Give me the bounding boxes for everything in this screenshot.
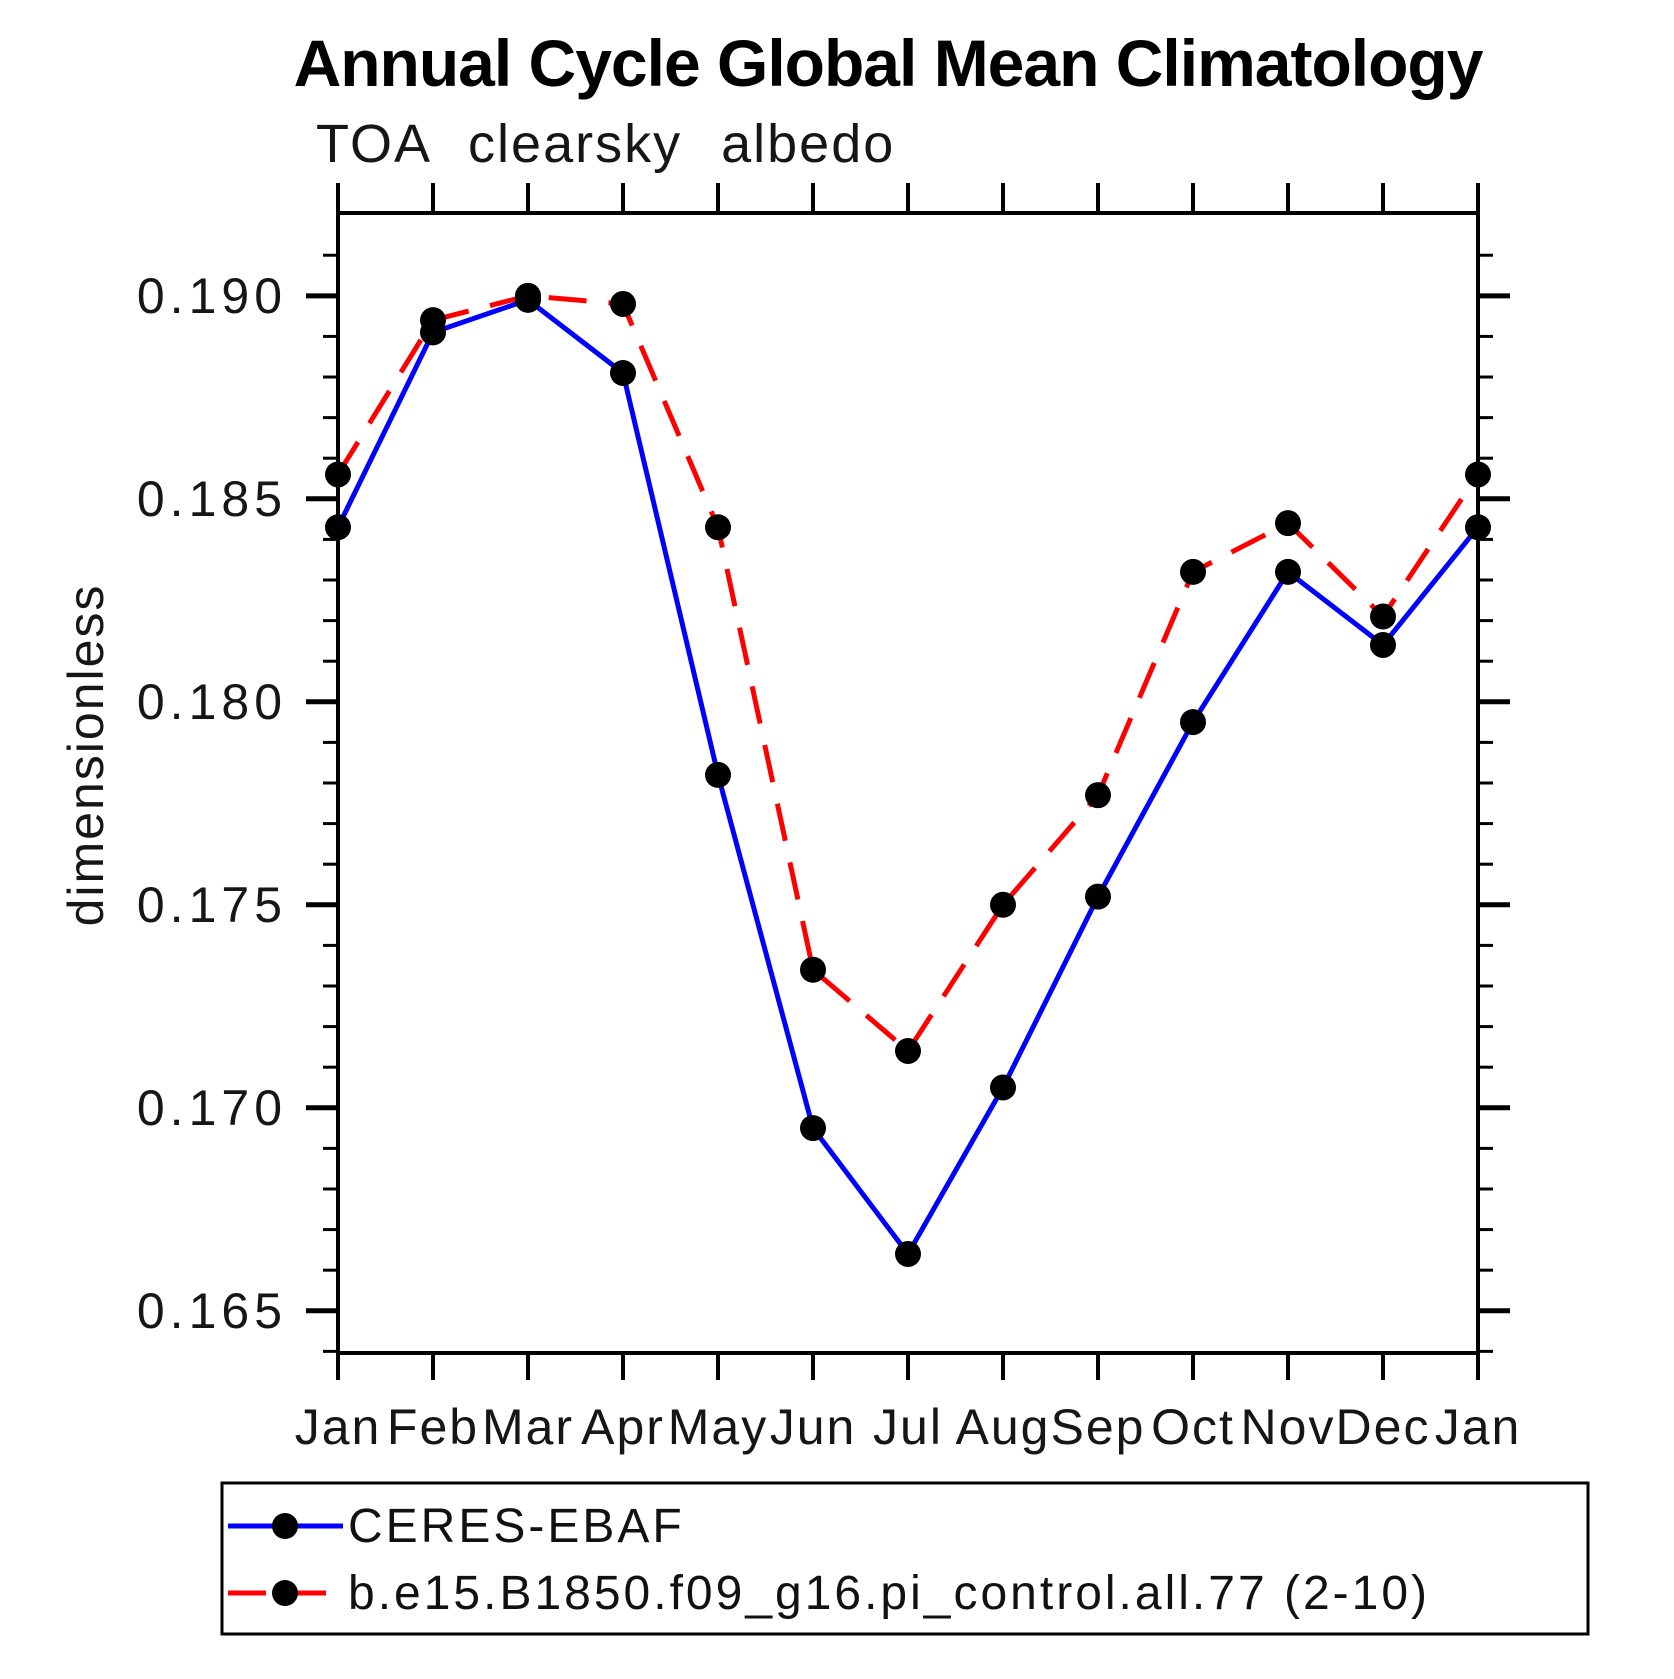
data-point-marker-model [1180, 558, 1206, 585]
x-axis: Jan Feb Mar Apr May Jun Jul Aug Sep Oct Nov Dec Jan [295, 183, 1522, 1455]
x-tick-label: Aug [956, 1399, 1051, 1455]
data-point-marker-ceres-ebaf [800, 1115, 826, 1142]
legend-label-ceres: CERES-EBAF [348, 1500, 685, 1553]
data-line-ceres-ebaf [335, 297, 1480, 1259]
legend-marker-dot [272, 1513, 298, 1539]
data-point-marker-model [800, 956, 826, 983]
data-point-marker-ceres-ebaf [1085, 883, 1111, 910]
legend-entry-model: b.e15.B1850.f09_g16.pi_control.all.77 (2… [228, 1567, 1430, 1620]
x-tick-label: Mar [482, 1399, 574, 1455]
data-point-marker-model [610, 290, 636, 317]
y-tick-label: 0.180 [137, 674, 287, 730]
data-point-marker-ceres-ebaf [705, 761, 731, 788]
y-axis: 0.165 0.170 0.175 0.180 0.185 0.190 [137, 253, 1510, 1353]
plot-frame [336, 211, 1480, 1355]
x-tick-label: Sep [1051, 1399, 1146, 1455]
data-point-marker-ceres-ebaf [1370, 631, 1396, 658]
data-point-marker-ceres-ebaf [1180, 709, 1206, 736]
y-tick-label: 0.165 [137, 1283, 287, 1339]
y-axis-label: dimensionless [58, 584, 114, 927]
legend: CERES-EBAF b.e15.B1850.f09_g16.pi_contro… [220, 1481, 1590, 1636]
legend-label-model: b.e15.B1850.f09_g16.pi_control.all.77 (2… [348, 1567, 1430, 1620]
chart-subtitle: TOA clearsky albedo [316, 114, 895, 174]
data-point-marker-model [515, 282, 541, 309]
x-tick-label: May [668, 1399, 768, 1455]
data-point-marker-model [990, 891, 1016, 918]
data-series-group [325, 282, 1491, 1267]
legend-box [220, 1481, 1590, 1636]
data-point-marker-model [705, 514, 731, 541]
data-point-marker-ceres-ebaf [610, 359, 636, 386]
x-tick-label: Jan [295, 1399, 382, 1455]
data-point-marker-model [895, 1037, 921, 1064]
x-tick-label: Apr [581, 1399, 665, 1455]
legend-entry-ceres: CERES-EBAF [228, 1500, 685, 1553]
legend-marker-dot [272, 1580, 298, 1606]
data-point-marker-ceres-ebaf [1275, 558, 1301, 585]
data-point-marker-model [1275, 510, 1301, 537]
x-tick-label: Feb [387, 1399, 479, 1455]
data-point-marker-model [325, 461, 351, 488]
x-tick-label: Jun [770, 1399, 857, 1455]
data-point-marker-ceres-ebaf [325, 514, 351, 541]
data-point-marker-ceres-ebaf [1465, 514, 1491, 541]
x-tick-label: Jul [873, 1399, 943, 1455]
x-tick-label: Jan [1435, 1399, 1522, 1455]
data-point-marker-model [1085, 782, 1111, 809]
data-point-marker-model [1465, 461, 1491, 488]
x-tick-label: Oct [1151, 1399, 1235, 1455]
data-point-marker-ceres-ebaf [895, 1240, 921, 1267]
data-point-marker-ceres-ebaf [990, 1074, 1016, 1101]
data-line-model [335, 293, 1481, 1055]
chart-title: Annual Cycle Global Mean Climatology [294, 26, 1484, 100]
y-tick-label: 0.175 [137, 877, 287, 933]
y-tick-label: 0.170 [137, 1080, 287, 1136]
y-tick-label: 0.190 [137, 268, 287, 324]
y-tick-label: 0.185 [137, 471, 287, 527]
x-tick-label: Nov [1241, 1399, 1336, 1455]
data-point-marker-model [1370, 603, 1396, 630]
x-tick-label: Dec [1336, 1399, 1431, 1455]
data-point-marker-model [420, 307, 446, 334]
